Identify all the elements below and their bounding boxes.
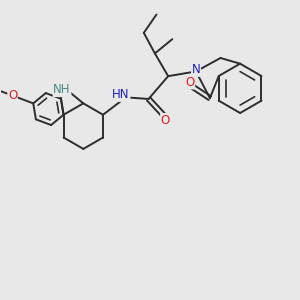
Text: NH: NH bbox=[53, 83, 71, 97]
Text: HN: HN bbox=[112, 88, 130, 101]
Text: N: N bbox=[192, 63, 200, 76]
Text: O: O bbox=[8, 89, 17, 102]
Text: O: O bbox=[161, 114, 170, 127]
Text: O: O bbox=[185, 76, 195, 89]
